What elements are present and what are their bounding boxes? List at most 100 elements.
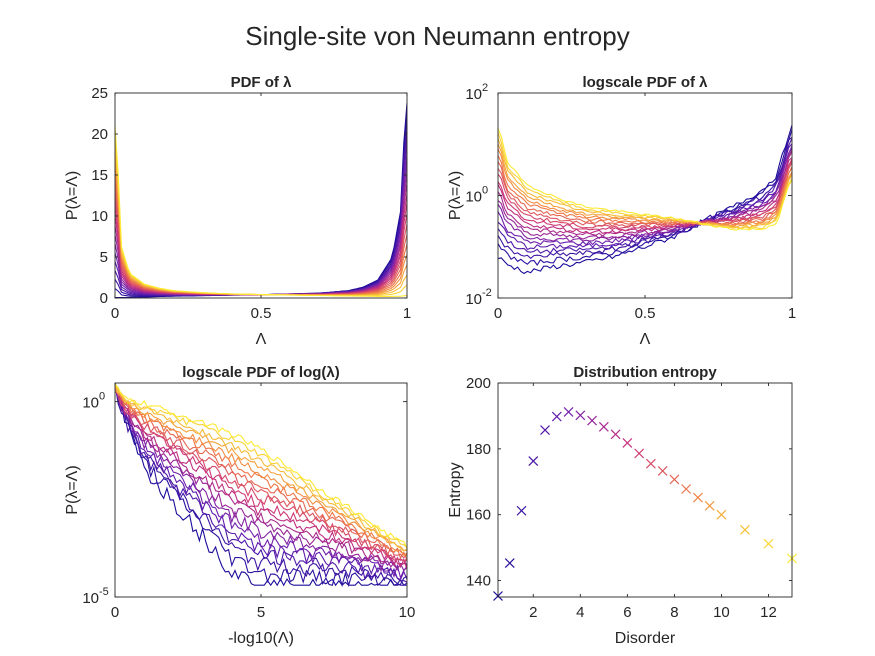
axes-frame xyxy=(114,92,408,299)
series-line xyxy=(115,386,407,552)
series-line xyxy=(115,385,407,573)
y-tick-label: 10 xyxy=(91,208,108,225)
x-tick-label: 1 xyxy=(788,305,796,322)
data-point-marker xyxy=(669,474,680,485)
data-point-marker xyxy=(634,448,645,459)
x-tick-label: 10 xyxy=(399,604,416,621)
subplot-distribution-entropy: Distribution entropy Disorder Entropy 2 4 6 8 1… xyxy=(447,364,797,647)
x-tick-label: 0.5 xyxy=(635,305,656,322)
series-line xyxy=(498,161,792,226)
series-line xyxy=(115,125,407,297)
data-point-marker xyxy=(740,524,750,535)
axes-title: logscale PDF of λ xyxy=(582,74,708,91)
x-tick-label: 5 xyxy=(257,604,265,621)
data-point-marker xyxy=(563,407,574,417)
data-point-marker xyxy=(763,538,774,549)
series-line xyxy=(498,132,792,230)
series-line xyxy=(498,162,792,227)
y-axis-label: Entropy xyxy=(447,462,464,517)
data-point-marker xyxy=(551,411,562,422)
y-tick-label: 20 xyxy=(91,126,108,143)
series-line xyxy=(115,385,407,557)
x-tick-label: 2 xyxy=(529,604,537,621)
y-tick-label: 10 xyxy=(82,395,99,412)
series-line xyxy=(498,145,792,246)
x-tick-label: 0 xyxy=(111,604,119,621)
x-axis-label: -log10(Λ) xyxy=(228,630,294,647)
y-tick-exponent: 0 xyxy=(482,185,488,197)
series-group xyxy=(115,383,407,588)
y-tick-label: 10 xyxy=(465,291,482,308)
axes-title: logscale PDF of log(λ) xyxy=(182,364,340,381)
y-tick-label: 25 xyxy=(91,85,108,102)
series-line xyxy=(115,189,407,296)
series-line xyxy=(115,193,407,296)
series-line xyxy=(498,124,792,275)
series-line xyxy=(115,131,407,296)
x-tick-label: 0 xyxy=(111,305,119,322)
y-tick-label: 10 xyxy=(465,86,482,103)
series-line xyxy=(115,383,407,587)
series-line xyxy=(115,162,407,296)
data-point-marker xyxy=(704,500,715,511)
series-line xyxy=(115,182,407,296)
series-line xyxy=(498,148,792,243)
series-line xyxy=(115,383,407,570)
series-line xyxy=(115,134,407,297)
x-tick-label: 0.5 xyxy=(251,305,272,322)
x-tick-label: 12 xyxy=(760,604,777,621)
y-tick-label: 10 xyxy=(465,189,482,206)
series-line xyxy=(115,385,407,580)
series-line xyxy=(498,137,792,260)
series-line xyxy=(115,161,407,296)
series-line xyxy=(115,383,407,588)
x-tick-label: 10 xyxy=(713,604,730,621)
y-tick-label: 180 xyxy=(466,441,491,458)
y-tick-label: 140 xyxy=(466,573,491,590)
y-tick-label: 5 xyxy=(100,249,108,266)
data-point-marker xyxy=(657,465,668,476)
x-tick-label: 0 xyxy=(494,305,502,322)
series-line xyxy=(115,198,407,296)
series-line xyxy=(498,129,792,266)
x-axis-label: Λ xyxy=(640,331,651,348)
series-line xyxy=(115,153,407,296)
y-tick-label: 0 xyxy=(100,290,108,307)
x-axis-label: Disorder xyxy=(615,630,676,647)
y-tick-label: 10 xyxy=(82,590,99,607)
data-point-marker xyxy=(540,425,550,436)
y-axis-label: P(λ=Λ) xyxy=(447,171,464,220)
data-point-marker xyxy=(610,429,621,440)
data-point-marker xyxy=(528,456,539,466)
series-line xyxy=(115,383,407,561)
data-point-marker xyxy=(681,484,692,494)
series-line xyxy=(115,141,407,296)
x-tick-label: 8 xyxy=(670,604,678,621)
series-line xyxy=(498,138,792,229)
series-line xyxy=(498,158,792,231)
series-line xyxy=(115,391,407,567)
axes-title: PDF of λ xyxy=(231,74,292,91)
data-point-marker xyxy=(622,437,633,448)
series-line xyxy=(498,151,792,237)
series-line xyxy=(115,180,407,296)
series-line xyxy=(115,153,407,296)
data-point-marker xyxy=(504,558,515,569)
series-line xyxy=(115,389,407,559)
series-line xyxy=(115,383,407,549)
series-line xyxy=(498,128,792,231)
y-tick-exponent: 2 xyxy=(482,82,488,94)
y-tick-exponent: 0 xyxy=(99,391,105,403)
data-point-marker xyxy=(587,415,598,426)
y-tick-exponent: -5 xyxy=(99,586,109,598)
y-axis-label: P(λ=Λ) xyxy=(64,465,81,514)
series-line xyxy=(115,383,407,562)
data-point-marker xyxy=(516,505,527,516)
y-tick-label: 160 xyxy=(466,507,491,524)
series-line xyxy=(115,112,407,297)
axes-frame xyxy=(497,382,793,598)
y-tick-label: 15 xyxy=(91,167,108,184)
series-line xyxy=(498,148,792,228)
